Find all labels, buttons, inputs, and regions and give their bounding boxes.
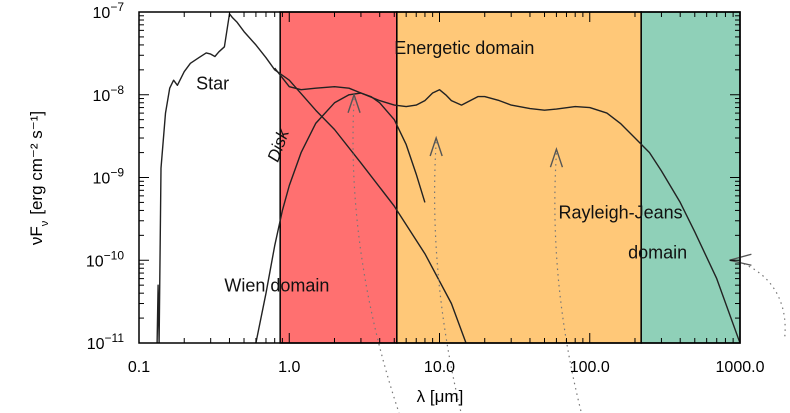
svg-text:νFν[erg cm⁻² s⁻¹]: νFν [erg cm⁻² s⁻¹] xyxy=(27,111,51,245)
x-tick-label-4: 1000.0 xyxy=(716,359,765,376)
annotation-0: Star xyxy=(196,74,229,94)
y-axis-label-sub: ν xyxy=(39,220,51,226)
arrow-head-2 xyxy=(549,146,564,168)
arrow-leader-1 xyxy=(434,141,462,413)
arrow-head-3 xyxy=(729,253,752,266)
y-tick-label-1: 10−8 xyxy=(93,83,125,105)
x-tick-label-0: 0.1 xyxy=(128,359,150,376)
region-2 xyxy=(396,11,642,344)
annotation-5: domain xyxy=(628,242,687,262)
x-axis-label: λ [μm] xyxy=(417,387,464,406)
annotation-2: Wien domain xyxy=(224,275,329,295)
x-tick-label-1: 1.0 xyxy=(278,359,300,376)
y-tick-label-3: 10−10 xyxy=(86,248,124,270)
y-axis-label-main: νF xyxy=(27,226,46,245)
annotation-3: Energetic domain xyxy=(394,38,534,58)
y-axis-label-units: [erg cm⁻² s⁻¹] xyxy=(27,111,46,215)
arrow-leader-0 xyxy=(352,98,400,413)
x-tick-label-3: 100.0 xyxy=(570,359,610,376)
axis-ticks: 0.1 1.0 10.0 100.0 1000.0 10−7 10−8 10−9 10−10 10… xyxy=(86,0,765,376)
series-disk-line xyxy=(255,92,426,343)
arrow-head-0 xyxy=(347,92,361,113)
y-axis-label: νFν [erg cm⁻² s⁻¹] xyxy=(27,111,51,245)
y-tick-label-4: 10−11 xyxy=(87,331,125,353)
series-total-line xyxy=(274,67,740,343)
region-3 xyxy=(640,11,741,344)
arrow-head-1 xyxy=(429,135,443,157)
x-tick-label-2: 10.0 xyxy=(424,359,455,376)
domain-regions xyxy=(279,11,741,344)
sed-curves xyxy=(156,13,740,343)
arrow-leader-3 xyxy=(733,259,786,341)
annotation-4: Rayleigh-Jeans xyxy=(559,202,683,222)
y-tick-label-2: 10−9 xyxy=(93,166,125,188)
annotation-arrows xyxy=(347,92,786,413)
y-tick-label-0: 10−7 xyxy=(93,0,125,22)
series-star-line xyxy=(156,13,467,343)
region-1 xyxy=(279,11,398,344)
